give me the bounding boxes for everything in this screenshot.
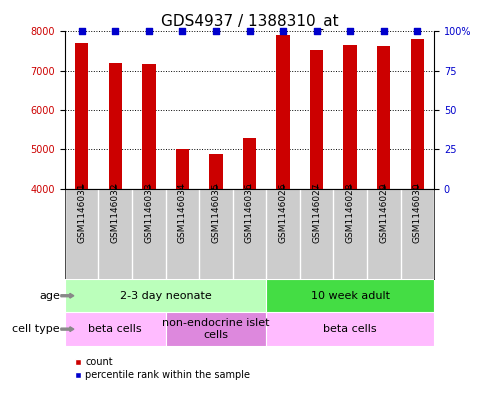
- Bar: [142, 64, 156, 189]
- Point: [178, 28, 186, 35]
- Bar: [166, 312, 266, 346]
- Bar: [310, 50, 323, 189]
- Bar: [209, 154, 223, 189]
- Bar: [65, 279, 266, 312]
- Bar: [276, 35, 290, 189]
- Point: [78, 28, 86, 35]
- Text: beta cells: beta cells: [88, 324, 142, 334]
- Text: beta cells: beta cells: [323, 324, 377, 334]
- Bar: [65, 312, 166, 346]
- Title: GDS4937 / 1388310_at: GDS4937 / 1388310_at: [161, 14, 338, 30]
- Legend: count, percentile rank within the sample: count, percentile rank within the sample: [70, 354, 254, 384]
- Bar: [266, 312, 434, 346]
- Point: [346, 28, 354, 35]
- Bar: [266, 279, 434, 312]
- Bar: [75, 43, 88, 189]
- Point: [413, 28, 421, 35]
- Text: 2-3 day neonate: 2-3 day neonate: [120, 291, 212, 301]
- Point: [313, 28, 321, 35]
- Bar: [377, 46, 391, 189]
- Point: [145, 28, 153, 35]
- Bar: [243, 138, 256, 189]
- Point: [279, 28, 287, 35]
- Bar: [176, 149, 189, 189]
- Text: 10 week adult: 10 week adult: [311, 291, 390, 301]
- Bar: [343, 45, 357, 189]
- Text: cell type: cell type: [12, 324, 60, 334]
- Point: [246, 28, 253, 35]
- Bar: [411, 39, 424, 189]
- Point: [111, 28, 119, 35]
- Point: [380, 28, 388, 35]
- Bar: [108, 63, 122, 189]
- Point: [212, 28, 220, 35]
- Text: age: age: [39, 291, 60, 301]
- Text: non-endocrine islet
cells: non-endocrine islet cells: [162, 318, 269, 340]
